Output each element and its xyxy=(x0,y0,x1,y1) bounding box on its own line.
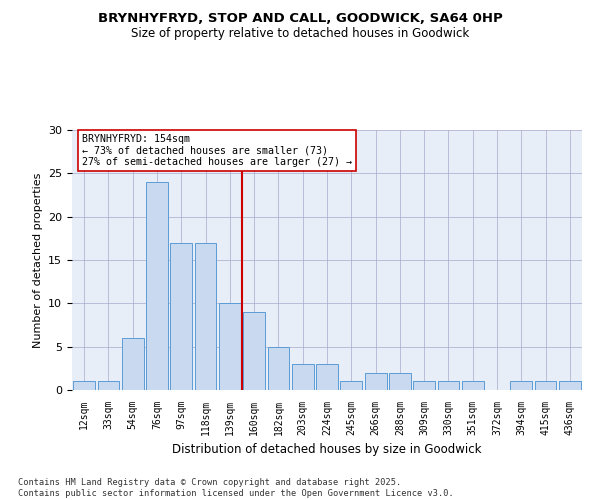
Bar xyxy=(243,312,265,390)
Bar xyxy=(73,382,95,390)
Text: Contains HM Land Registry data © Crown copyright and database right 2025.
Contai: Contains HM Land Registry data © Crown c… xyxy=(18,478,454,498)
Text: Size of property relative to detached houses in Goodwick: Size of property relative to detached ho… xyxy=(131,28,469,40)
Bar xyxy=(194,242,217,390)
Bar xyxy=(365,372,386,390)
X-axis label: Distribution of detached houses by size in Goodwick: Distribution of detached houses by size … xyxy=(172,444,482,456)
Bar xyxy=(389,372,411,390)
Bar xyxy=(535,382,556,390)
Bar xyxy=(292,364,314,390)
Bar xyxy=(170,242,192,390)
Text: BRYNHYFRYD, STOP AND CALL, GOODWICK, SA64 0HP: BRYNHYFRYD, STOP AND CALL, GOODWICK, SA6… xyxy=(98,12,502,26)
Text: BRYNHYFRYD: 154sqm
← 73% of detached houses are smaller (73)
27% of semi-detache: BRYNHYFRYD: 154sqm ← 73% of detached hou… xyxy=(82,134,352,167)
Bar xyxy=(219,304,241,390)
Y-axis label: Number of detached properties: Number of detached properties xyxy=(32,172,43,348)
Bar xyxy=(340,382,362,390)
Bar xyxy=(511,382,532,390)
Bar xyxy=(268,346,289,390)
Bar xyxy=(413,382,435,390)
Bar xyxy=(559,382,581,390)
Bar xyxy=(462,382,484,390)
Bar xyxy=(316,364,338,390)
Bar xyxy=(122,338,143,390)
Bar xyxy=(146,182,168,390)
Bar xyxy=(437,382,460,390)
Bar xyxy=(97,382,119,390)
